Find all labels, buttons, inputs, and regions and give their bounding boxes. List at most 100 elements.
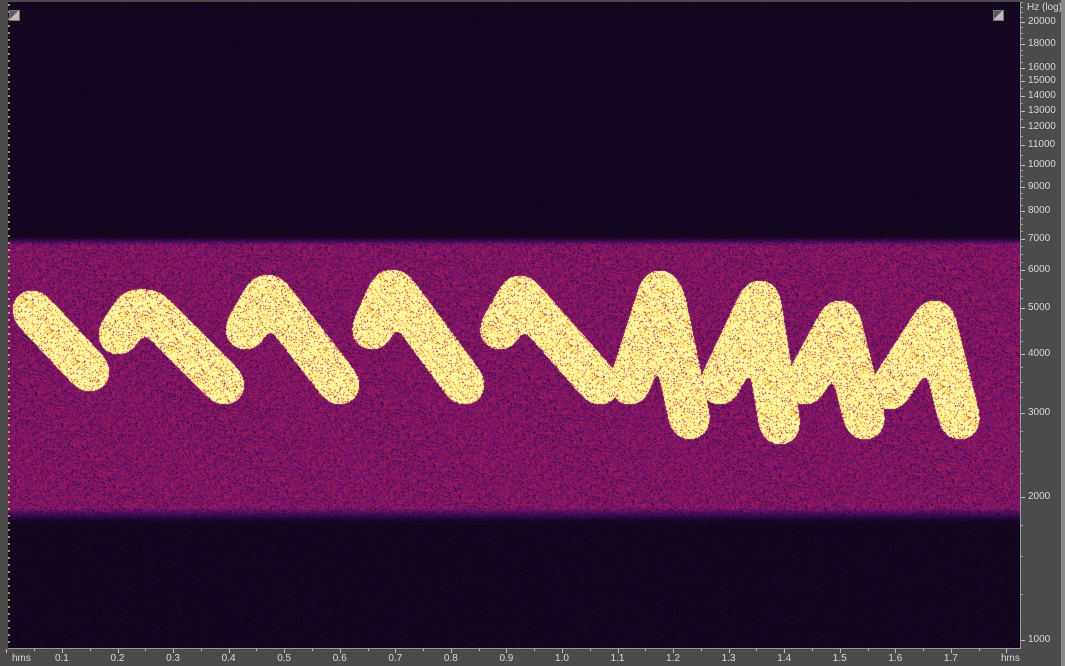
y-tick <box>1021 270 1025 272</box>
y-minor-tick <box>1021 21 1023 23</box>
y-minor-tick <box>1021 192 1023 194</box>
time-axis[interactable]: hms hms 0.1 0.2 0.3 0.4 0.5 0.6 0.7 0.8 0.9 1.0 1.… <box>0 649 1021 666</box>
y-minor-tick <box>1021 186 1023 188</box>
x-tick <box>395 649 397 653</box>
y-tick-label: 9000 <box>1028 180 1051 192</box>
y-minor-tick <box>1021 136 1023 138</box>
y-tick-label: 20000 <box>1028 15 1056 27</box>
y-tick <box>1021 413 1025 415</box>
x-tick-label: 1.7 <box>943 653 958 664</box>
y-minor-tick <box>1021 593 1023 595</box>
x-tick-label: 1.3 <box>721 653 736 664</box>
y-tick <box>1021 21 1025 23</box>
y-tick <box>1021 81 1025 83</box>
y-tick-label: 18000 <box>1028 37 1056 49</box>
y-tick-label: 6000 <box>1028 264 1051 276</box>
y-minor-tick <box>1021 27 1023 29</box>
y-minor-tick <box>1021 38 1023 40</box>
y-minor-tick <box>1021 211 1023 212</box>
x-minor-tick <box>145 649 147 651</box>
x-tick <box>784 649 786 653</box>
y-minor-tick <box>1021 450 1023 452</box>
x-tick-label: 0.2 <box>110 653 125 664</box>
zoom-corner-icon-left[interactable] <box>9 10 20 21</box>
y-minor-tick <box>1021 43 1023 45</box>
y-minor-tick <box>1021 253 1023 255</box>
x-tick <box>673 649 675 653</box>
frequency-axis[interactable]: Hz (log) 20000 18000 16000 15000 14000 13000 1… <box>1021 0 1065 666</box>
x-minor-tick <box>923 649 925 651</box>
x-minor-tick <box>756 649 758 651</box>
y-tick-label: 13000 <box>1028 104 1056 116</box>
y-minor-tick <box>1021 640 1023 641</box>
y-minor-tick <box>1021 2 1023 4</box>
x-tick <box>117 649 119 653</box>
spectrogram-plot[interactable] <box>8 2 1021 649</box>
y-minor-tick <box>1021 68 1023 69</box>
y-minor-tick <box>1021 261 1023 263</box>
x-tick-label: 1.4 <box>777 653 792 664</box>
spectrogram-canvas[interactable] <box>8 2 1020 648</box>
x-tick <box>1006 649 1008 653</box>
y-minor-tick <box>1021 524 1023 526</box>
y-tick <box>1021 186 1025 188</box>
y-tick <box>1021 43 1025 45</box>
x-tick-label: 1.6 <box>888 653 903 664</box>
x-tick-label: 0.9 <box>499 653 514 664</box>
y-tick-label: 8000 <box>1028 205 1051 216</box>
x-minor-tick <box>478 649 480 651</box>
x-axis-unit-end: hms <box>1001 653 1020 664</box>
y-tick <box>1021 354 1025 355</box>
x-minor-tick <box>367 649 369 651</box>
y-minor-tick <box>1021 145 1023 147</box>
y-tick <box>1021 164 1025 166</box>
y-tick-label: 16000 <box>1028 62 1056 73</box>
x-tick <box>61 649 63 653</box>
x-tick-label: 0.1 <box>54 653 69 664</box>
y-tick <box>1021 95 1025 97</box>
zoom-corner-icon-right[interactable] <box>993 10 1004 21</box>
x-tick <box>617 649 619 653</box>
y-minor-tick <box>1021 32 1023 34</box>
y-minor-tick <box>1021 61 1023 63</box>
y-tick <box>1021 307 1025 309</box>
y-minor-tick <box>1021 238 1023 240</box>
x-tick <box>284 649 286 653</box>
y-minor-tick <box>1021 246 1023 248</box>
y-tick-label: 14000 <box>1028 89 1056 101</box>
y-minor-tick <box>1021 181 1023 183</box>
y-minor-tick <box>1021 288 1023 290</box>
x-tick-label: 0.7 <box>388 653 403 664</box>
x-minor-tick <box>256 649 258 651</box>
y-minor-tick <box>1021 318 1023 320</box>
y-minor-tick <box>1021 74 1023 76</box>
x-minor-tick <box>589 649 591 651</box>
y-tick-label: 10000 <box>1028 158 1056 170</box>
y-minor-tick <box>1021 95 1023 97</box>
y-minor-tick <box>1021 81 1023 83</box>
x-tick <box>562 649 563 653</box>
y-minor-tick <box>1021 381 1023 383</box>
x-tick <box>339 649 341 653</box>
x-minor-tick <box>812 649 814 651</box>
y-minor-tick <box>1021 170 1023 172</box>
x-tick-label: 0.8 <box>443 653 458 664</box>
x-axis-unit-start: hms <box>12 653 31 664</box>
y-tick <box>1021 211 1025 212</box>
x-tick <box>228 649 230 653</box>
y-minor-tick <box>1021 198 1023 200</box>
y-tick <box>1021 110 1025 112</box>
x-minor-tick <box>311 649 313 651</box>
y-minor-tick <box>1021 49 1023 51</box>
scrollbar-edge[interactable] <box>1061 0 1065 666</box>
y-minor-tick <box>1021 396 1023 398</box>
y-minor-tick <box>1021 154 1023 156</box>
y-minor-tick <box>1021 556 1023 558</box>
y-minor-tick <box>1021 11 1023 13</box>
y-minor-tick <box>1021 270 1023 272</box>
x-tick <box>895 649 897 653</box>
y-tick-label: 4000 <box>1028 348 1051 359</box>
y-minor-tick <box>1021 7 1023 9</box>
y-tick-label: 15000 <box>1028 75 1056 87</box>
